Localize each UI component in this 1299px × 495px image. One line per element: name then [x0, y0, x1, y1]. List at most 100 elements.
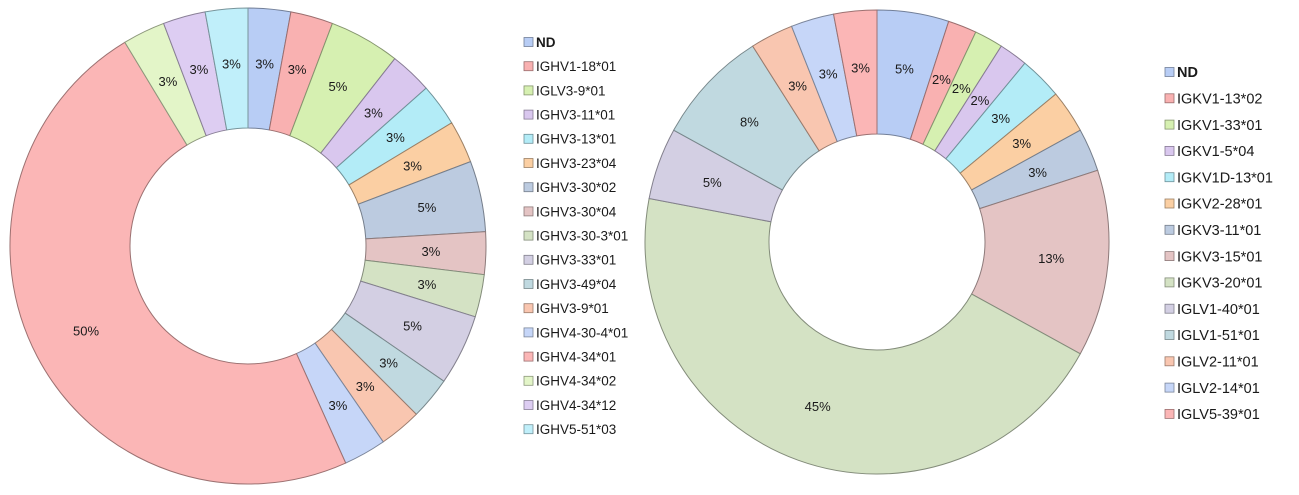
slice-label: 3% — [1028, 165, 1047, 180]
legend-item: IGHV3-23*04 — [523, 156, 617, 171]
legend-label: IGHV3-23*04 — [536, 156, 617, 171]
slice-label: 3% — [356, 379, 375, 394]
legend-item: ND — [523, 35, 556, 50]
legend-label: IGHV1-18*01 — [536, 59, 616, 74]
slice-label: 3% — [364, 105, 383, 120]
legend-item: IGHV4-34*12 — [523, 398, 616, 413]
legend-label: IGLV2-11*01 — [1177, 355, 1259, 371]
legend-item: IGHV3-33*01 — [523, 253, 616, 268]
slice-label: 3% — [422, 244, 441, 259]
slice-label: 3% — [386, 130, 405, 145]
legend-swatch — [523, 206, 534, 217]
legend-label: IGHV5-51*03 — [536, 422, 616, 437]
legend-item: IGKV1D-13*01 — [1164, 170, 1273, 186]
slice-label: 3% — [255, 56, 274, 71]
legend-swatch — [523, 375, 534, 386]
legend-label: IGHV3-30*02 — [536, 180, 616, 195]
legend-swatch — [523, 61, 534, 72]
legend-label: ND — [536, 35, 556, 50]
legend-swatch — [1164, 382, 1175, 393]
legend-swatch — [1164, 277, 1175, 288]
legend-item: IGHV3-30*02 — [523, 180, 616, 195]
legend-label: IGKV1D-13*01 — [1177, 170, 1273, 186]
legend-swatch — [1164, 330, 1175, 340]
slice-label: 45% — [805, 399, 831, 414]
legend-swatch — [1164, 303, 1175, 314]
legend-swatch — [523, 327, 534, 338]
legend-swatch — [523, 424, 534, 435]
legend-swatch — [1164, 145, 1175, 156]
left-chart-legend: ND IGHV1-18*01 IGLV3-9*01 IGHV3-11*01 IGHV3-… — [523, 35, 628, 437]
legend-label: IGHV4-34*02 — [536, 374, 616, 389]
slice-label: 5% — [418, 200, 437, 215]
legend-item: IGHV4-30-4*01 — [523, 325, 628, 340]
legend-label: IGHV4-34*12 — [536, 398, 616, 413]
legend-label: IGKV3-15*01 — [1177, 249, 1262, 265]
legend-item: IGHV3-49*04 — [523, 277, 617, 292]
slice-label: 3% — [222, 56, 241, 71]
legend-item: IGHV3-9*01 — [523, 301, 609, 316]
legend-swatch — [1164, 251, 1175, 262]
slice-iglv5-39-01 — [832, 9, 878, 137]
legend-swatch — [1164, 408, 1175, 419]
legend-label: IGKV3-20*01 — [1177, 276, 1262, 292]
slice-label: 5% — [329, 79, 348, 94]
legend-label: IGHV3-33*01 — [536, 253, 616, 268]
legend-label: IGHV3-49*04 — [536, 277, 617, 292]
slice-ighv5-51-03 — [204, 7, 249, 131]
legend-item: IGKV3-20*01 — [1164, 276, 1262, 292]
slice-label: 3% — [819, 66, 838, 81]
legend-item: IGHV4-34*02 — [523, 374, 616, 389]
legend-label: IGHV3-30*04 — [536, 204, 617, 219]
slice-igkv3-20-01 — [644, 197, 1081, 475]
legend-label: IGLV3-9*01 — [536, 83, 606, 98]
legend-swatch — [523, 158, 534, 168]
legend-swatch — [523, 133, 534, 144]
slice-label: 50% — [73, 324, 99, 339]
slice-ighv4-34-01 — [9, 41, 347, 485]
legend-item: IGLV1-40*01 — [1164, 302, 1260, 318]
slice-label: 5% — [403, 319, 422, 334]
slice-label: 3% — [1012, 136, 1031, 151]
left-donut-chart: 3% 3%5%3%3%3%5%3%3%5%3%3%3%50%3%3% 3% — [9, 7, 487, 485]
right-donut-chart: 5%2%2%2%3%3%3%13%45%5%8%3%3% 3% — [644, 9, 1110, 475]
right-chart-legend: ND IGKV1-13*02 IGKV1-33*01 IGKV1-5*04 IGKV1D… — [1164, 65, 1273, 423]
slice-label: 3% — [418, 277, 437, 292]
legend-swatch — [1164, 67, 1175, 77]
legend-swatch — [523, 37, 534, 47]
legend-item: IGKV1-5*04 — [1164, 144, 1254, 160]
legend-item: IGHV4-34*01 — [523, 349, 616, 364]
legend-swatch — [523, 109, 534, 120]
slice-label: 3% — [403, 158, 422, 173]
legend-item: IGLV2-11*01 — [1164, 355, 1259, 371]
legend-item: IGKV2-28*01 — [1164, 197, 1262, 213]
slice-label: 3% — [190, 62, 209, 77]
legend-item: IGKV3-15*01 — [1164, 249, 1262, 265]
legend-item: IGHV3-30-3*01 — [523, 228, 628, 243]
legend-item: IGLV5-39*01 — [1164, 407, 1260, 423]
legend-label: IGLV1-51*01 — [1177, 328, 1260, 344]
legend-label: IGKV2-28*01 — [1177, 197, 1262, 213]
legend-swatch — [1164, 119, 1175, 130]
legend-swatch — [523, 351, 534, 362]
legend-label: IGHV3-9*01 — [536, 301, 609, 316]
legend-item: IGLV2-14*01 — [1164, 381, 1260, 397]
legend-label: IGKV3-11*01 — [1177, 223, 1261, 239]
legend-label: IGLV1-40*01 — [1177, 302, 1260, 318]
legend-item: IGKV1-13*02 — [1164, 92, 1262, 108]
slice-label: 5% — [895, 62, 914, 77]
legend-label: IGKV1-33*01 — [1177, 118, 1262, 134]
legend-swatch — [523, 400, 534, 410]
legend-swatch — [1164, 356, 1175, 367]
legend-swatch — [1164, 93, 1175, 104]
legend-label: IGHV3-13*01 — [536, 132, 616, 147]
legend-item: IGKV1-33*01 — [1164, 118, 1262, 134]
slice-label: 3% — [991, 111, 1010, 126]
legend-item: IGLV3-9*01 — [523, 83, 606, 98]
slice-label: 3% — [288, 62, 307, 77]
legend-swatch — [523, 254, 534, 265]
legend-label: IGKV1-13*02 — [1177, 92, 1262, 108]
legend-swatch — [1164, 198, 1175, 209]
slice-label: 8% — [740, 115, 759, 130]
slice-label: 3% — [159, 74, 178, 89]
